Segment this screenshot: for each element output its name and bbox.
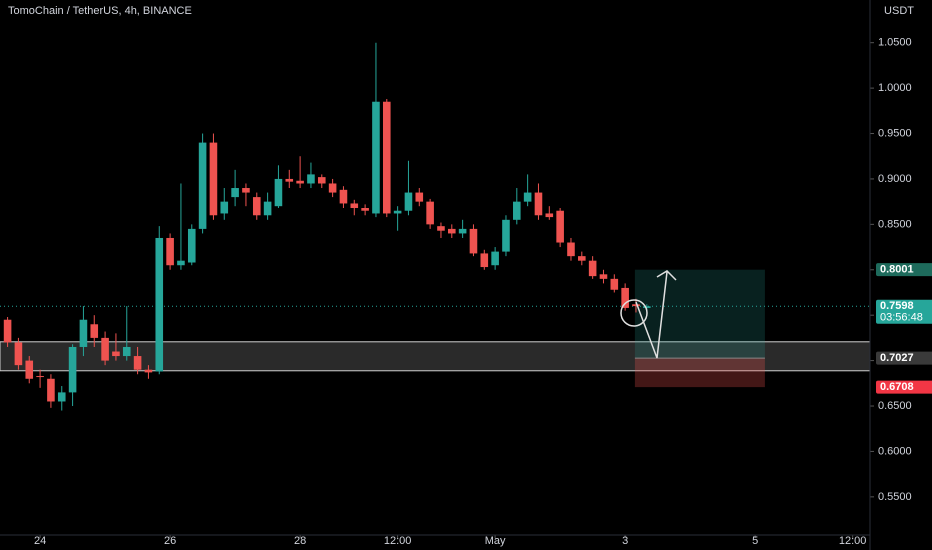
- candle-body: [242, 188, 250, 193]
- countdown-label: 03:56:48: [880, 312, 923, 324]
- candle-body: [361, 208, 369, 211]
- price-badge: [876, 380, 932, 394]
- candle-body: [112, 351, 120, 357]
- candle-body: [621, 287, 629, 308]
- candle-body: [144, 369, 153, 373]
- price-badge-label: 0.8001: [880, 264, 914, 276]
- price-badge: [876, 263, 932, 277]
- candle-body: [545, 213, 554, 218]
- y-tick-label: 0.6000: [878, 445, 912, 457]
- candle-body: [47, 378, 55, 402]
- candle-body: [57, 392, 66, 402]
- candle-body: [339, 189, 348, 204]
- candle-body: [166, 237, 174, 266]
- y-tick-label: 1.0500: [878, 37, 912, 49]
- x-tick-label: 12:00: [839, 535, 867, 547]
- forecast-arrowhead: [656, 270, 677, 281]
- candle-body: [415, 192, 424, 202]
- candle-body: [469, 228, 478, 254]
- support-zone: [0, 341, 871, 372]
- candle-body: [252, 197, 261, 216]
- candle-body: [231, 188, 239, 198]
- candle-body: [317, 177, 326, 184]
- candle-body: [296, 180, 304, 184]
- candle-body: [198, 142, 207, 229]
- candle-body: [14, 342, 23, 366]
- candle-body: [599, 274, 608, 279]
- candle-body: [502, 219, 510, 252]
- price-badge-label: 0.7027: [880, 352, 914, 364]
- candle-body: [155, 237, 164, 372]
- y-tick-label: 0.9000: [878, 173, 912, 185]
- currency-label: USDT: [884, 5, 914, 17]
- candle-body: [491, 251, 499, 266]
- candle-body: [588, 260, 597, 277]
- candle-body: [523, 192, 532, 202]
- x-tick-label: 3: [622, 535, 628, 547]
- y-tick-label: 0.8500: [878, 218, 912, 230]
- candle-body: [3, 319, 12, 343]
- candle-body: [25, 360, 34, 379]
- candle-body: [263, 201, 272, 216]
- loss-area: [634, 358, 765, 388]
- x-tick-label: 5: [752, 535, 758, 547]
- candle-body: [437, 226, 445, 231]
- candle-body: [632, 304, 640, 307]
- profit-area: [634, 269, 765, 359]
- x-tick-label: 12:00: [384, 535, 412, 547]
- candle-body: [274, 178, 283, 207]
- candle-body: [426, 201, 434, 225]
- x-tick-label: 24: [34, 535, 46, 547]
- candle-body: [328, 183, 337, 193]
- candle-body: [448, 228, 456, 234]
- candle-body: [382, 101, 391, 214]
- y-tick-label: 0.5500: [878, 491, 912, 503]
- candle-body: [209, 142, 218, 216]
- x-tick-label: 26: [164, 535, 176, 547]
- chart-title: TomoChain / TetherUS, 4h, BINANCE: [8, 5, 192, 17]
- x-tick-label: 28: [294, 535, 306, 547]
- candle-body: [133, 356, 142, 370]
- x-tick-label: May: [485, 535, 506, 547]
- forecast-arrow: [635, 271, 668, 359]
- candle-body: [513, 201, 521, 220]
- candle-body: [122, 346, 131, 357]
- candle-body: [36, 376, 44, 378]
- candle-body: [177, 260, 185, 266]
- candle-body: [372, 101, 380, 214]
- candle-body: [187, 228, 196, 263]
- highlight-circle: [620, 299, 648, 327]
- candle-body: [567, 242, 575, 257]
- candle-body: [285, 178, 294, 182]
- candle-body: [79, 319, 88, 347]
- price-badge: [876, 299, 932, 324]
- candle-body: [90, 324, 99, 338]
- candle-body: [307, 174, 315, 184]
- candle-body: [458, 228, 467, 234]
- candle-body: [350, 203, 359, 209]
- price-badge-label: 0.6708: [880, 381, 914, 393]
- candle-body: [220, 201, 229, 214]
- candle-body: [404, 192, 413, 211]
- candle-body: [393, 210, 402, 214]
- price-badge-label: 0.7598: [880, 300, 914, 312]
- candle-body: [480, 253, 489, 268]
- candle-body: [643, 306, 651, 308]
- candle-body: [534, 192, 543, 216]
- candle-body: [556, 210, 564, 243]
- candle-body: [68, 346, 77, 393]
- candle-body: [101, 337, 109, 361]
- y-tick-label: 0.6500: [878, 400, 912, 412]
- candle-body: [578, 256, 586, 261]
- candle-body: [610, 278, 619, 290]
- y-tick-label: 1.0000: [878, 82, 912, 94]
- y-tick-label: 0.9500: [878, 127, 912, 139]
- price-badge: [876, 351, 932, 365]
